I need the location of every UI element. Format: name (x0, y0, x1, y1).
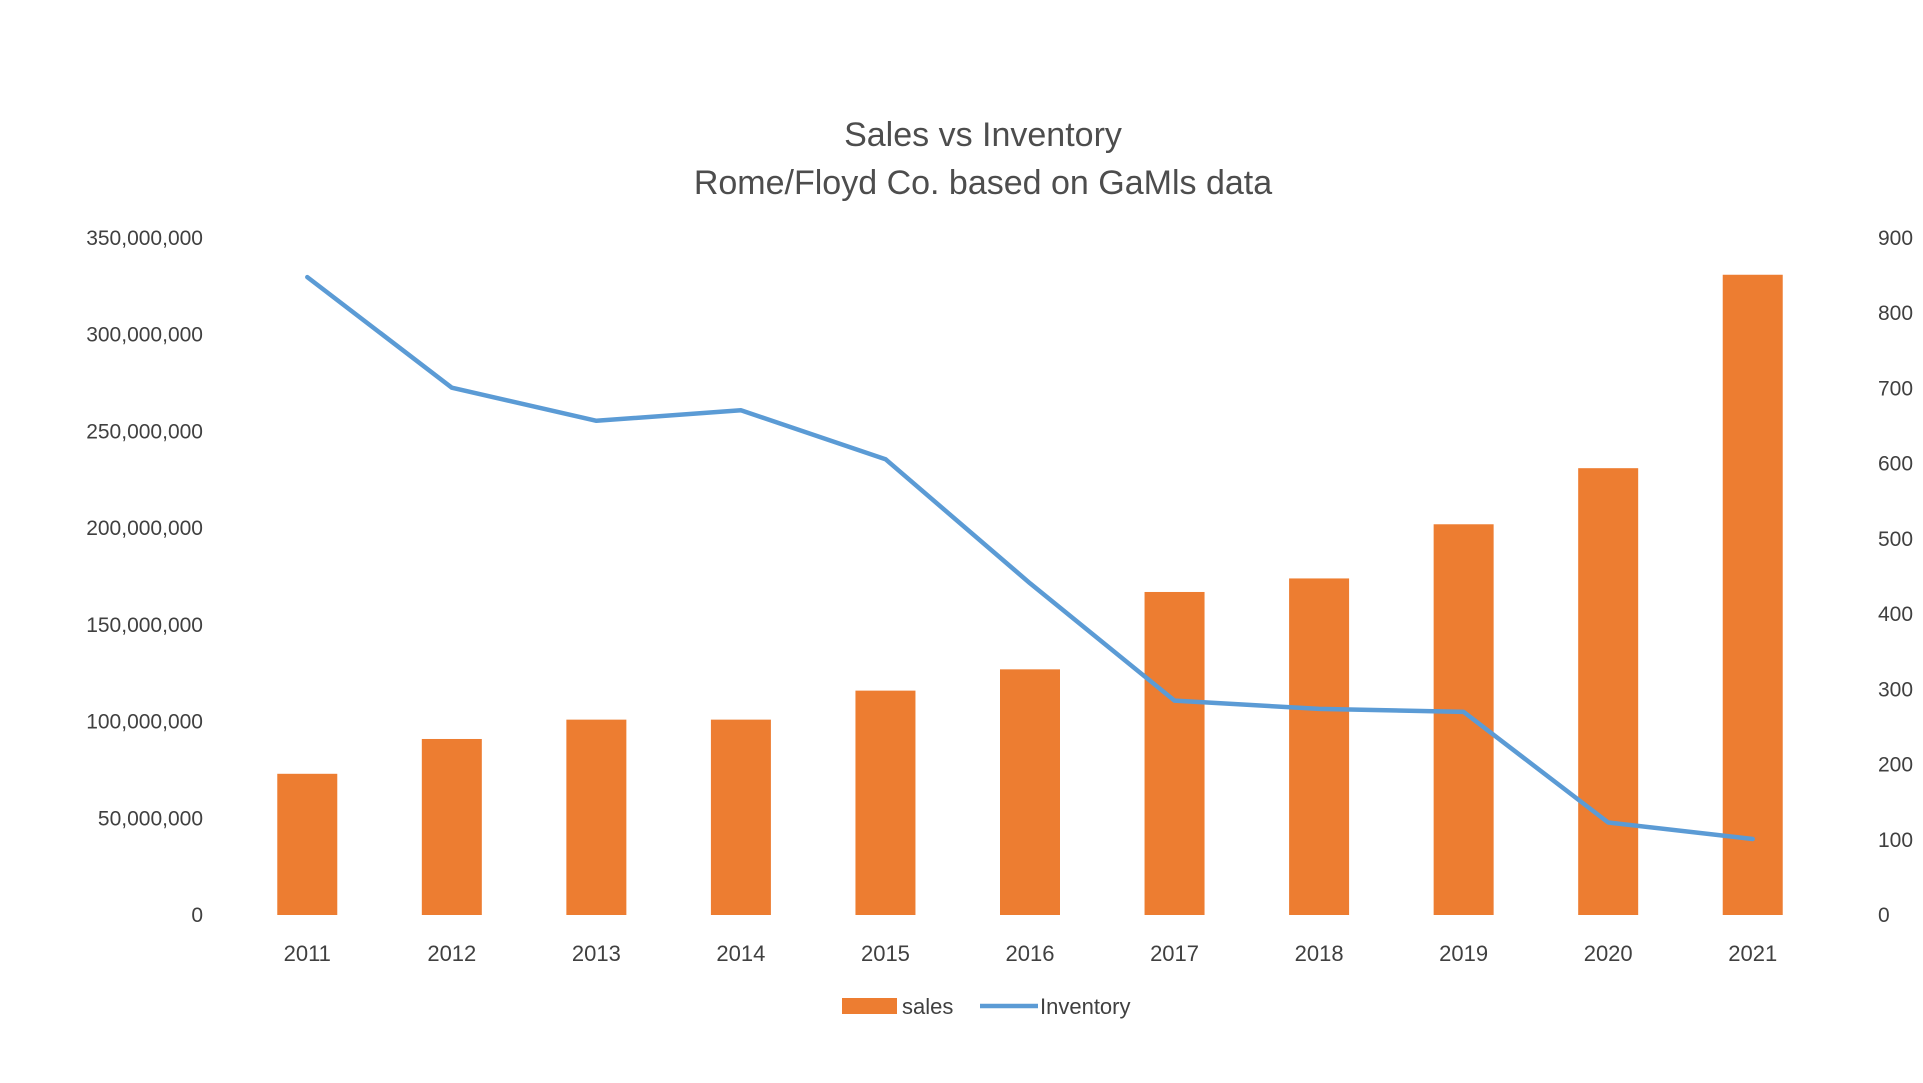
x-axis-category-label: 2011 (284, 941, 331, 966)
right-axis-tick-label: 100 (1878, 829, 1913, 852)
x-axis-category-label: 2017 (1150, 941, 1199, 966)
right-axis-tick-label: 700 (1878, 377, 1913, 400)
sales-bar (855, 691, 915, 915)
left-axis-tick-label: 300,000,000 (86, 324, 203, 347)
sales-bar (566, 720, 626, 915)
left-axis-tick-label: 0 (191, 904, 203, 927)
sales-bar (1289, 578, 1349, 915)
right-axis-tick-label: 200 (1878, 754, 1913, 777)
right-axis-tick-label: 300 (1878, 678, 1913, 701)
x-axis-category-label: 2016 (1006, 941, 1055, 966)
legend-sales-label: sales (902, 994, 953, 1019)
chart-title: Sales vs Inventory (844, 116, 1122, 154)
sales-bar (711, 720, 771, 915)
right-axis-tick-label: 400 (1878, 603, 1913, 626)
left-axis-tick-label: 150,000,000 (86, 614, 203, 637)
right-axis-tick-label: 0 (1878, 904, 1890, 927)
x-axis-category-label: 2019 (1439, 941, 1488, 966)
sales-bar (277, 774, 337, 915)
right-axis-tick-label: 500 (1878, 528, 1913, 551)
sales-bar (1578, 468, 1638, 915)
right-axis-tick-label: 800 (1878, 302, 1913, 325)
sales-bar (422, 739, 482, 915)
left-axis-tick-label: 200,000,000 (86, 517, 203, 540)
left-axis-tick-label: 250,000,000 (86, 420, 203, 443)
sales-bar (1434, 524, 1494, 915)
chart-subtitle: Rome/Floyd Co. based on GaMls data (694, 164, 1272, 202)
legend-sales-swatch (842, 998, 897, 1014)
x-axis-category-label: 2014 (716, 941, 765, 966)
right-axis-tick-label: 600 (1878, 453, 1913, 476)
sales-bar (1145, 592, 1205, 915)
x-axis-category-label: 2013 (572, 941, 621, 966)
left-axis-tick-label: 100,000,000 (86, 711, 203, 734)
x-axis-category-label: 2021 (1728, 941, 1777, 966)
sales-bar (1000, 669, 1060, 915)
right-axis-tick-label: 900 (1878, 227, 1913, 250)
left-axis-tick-label: 350,000,000 (86, 227, 203, 250)
legend-inventory-label: Inventory (1040, 994, 1131, 1019)
x-axis-category-label: 2020 (1584, 941, 1633, 966)
left-axis-tick-label: 50,000,000 (98, 807, 203, 830)
x-axis-category-label: 2018 (1295, 941, 1344, 966)
x-axis-category-label: 2012 (427, 941, 476, 966)
sales-bar (1723, 275, 1783, 915)
x-axis-category-label: 2015 (861, 941, 910, 966)
